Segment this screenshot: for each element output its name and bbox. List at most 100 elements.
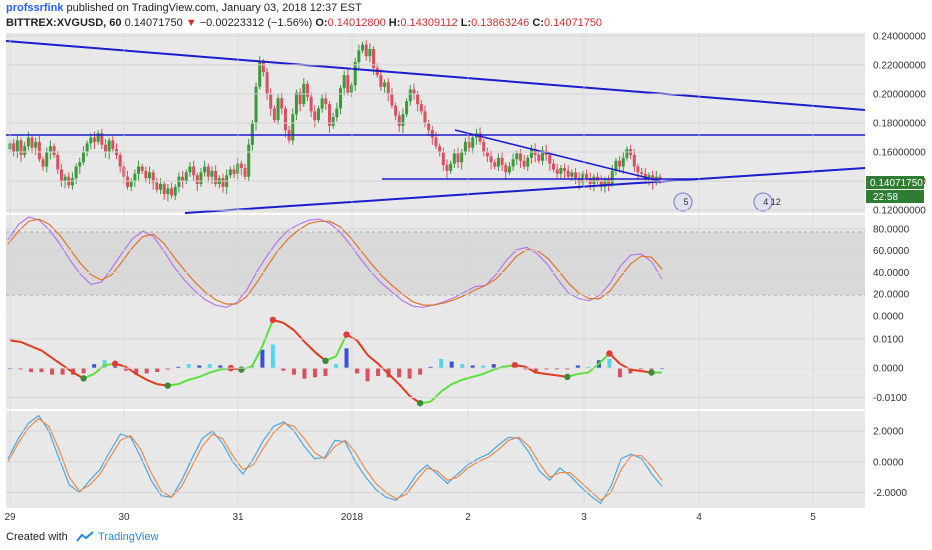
oscillator-line-segment [440,383,453,393]
oscillator-tick-label: 0.0000 [873,364,904,375]
event-marker-2[interactable]: 4 12 [753,192,781,212]
candle-body [23,146,27,155]
candle-body [327,104,331,126]
trendline-descending-upper [5,40,866,111]
symbol-label[interactable]: BITTREX:XVGUSD, 60 [6,17,122,29]
time-tick-label: 29 [4,512,16,523]
stochastic-panel[interactable]: 80.0000 60.0000 40.0000 20.0000 0.0000 [6,215,910,323]
candle-body [331,117,335,126]
close-label: C: [532,17,544,29]
author-link[interactable]: profssrfink [6,2,64,14]
candle-body [258,62,262,87]
oscillator-histogram-bar [544,368,549,370]
wave-axis: 2.0000 0.0000 -2.0000 [6,427,907,499]
candle-body [416,93,420,105]
oscillator-axis: 0.0100 0.0000 -0.0100 [6,334,907,404]
time-tick-label: 31 [232,512,244,523]
candle-body [298,92,302,105]
oscillator-histogram-bar [123,368,128,371]
oscillator-histogram-bar [418,368,423,375]
candle-body [357,50,361,63]
oscillator-panel[interactable]: 0.0100 0.0000 -0.0100 [6,316,907,409]
oscillator-histogram-bar [533,368,538,374]
candle-body [610,170,614,184]
candle-body [379,75,383,87]
candle-body [452,153,456,164]
candle-body [85,143,89,153]
candle-body [199,172,203,184]
candle-body [485,152,489,157]
price-panel[interactable]: 5 4 12 0.24000000 0.22000000 0.20000000 0.1… [5,31,926,217]
candle-body [203,166,207,173]
candle-body [555,169,559,174]
oscillator-line-segment [62,364,74,374]
candle-body [272,108,276,121]
candle-body [412,89,416,94]
candle-body [170,188,174,196]
candle-body [386,82,390,94]
oscillator-histogram-bar [113,366,118,369]
wave-tick-label: 2.0000 [873,427,904,438]
stochastic-d-line [7,218,663,306]
candle-body [140,166,144,171]
stochastic-tick-label: 40.0000 [873,268,910,279]
event-marker-1[interactable]: 5 [673,192,693,212]
trendline-descending-lower [454,129,661,182]
candle-body [570,172,574,177]
oscillator-trough-dot [564,373,571,381]
candle-body [107,140,111,153]
oscillator-peak-dot [269,316,277,324]
candle-body [397,115,401,126]
oscillator-histogram-bar [565,368,570,370]
oscillator-histogram-bar [197,365,202,369]
oscillator-histogram-bar [207,364,212,369]
open-value: 0.14012800 [327,17,386,29]
candle-body [438,146,442,153]
oscillator-histogram-bar [491,364,496,369]
candle-body [339,88,343,109]
oscillator-line-segment [482,368,495,375]
candle-body [511,159,515,167]
oscillator-histogram-bar [29,368,34,373]
stochastic-tick-label: 0.0000 [873,312,904,323]
candle-body [463,141,467,153]
oscillator-line-segment [9,339,21,343]
candle-body [250,123,254,145]
oscillator-histogram-bar [449,361,454,369]
oscillator-histogram-bar [355,368,360,374]
oscillator-histogram-bar [155,368,160,373]
oscillator-line-segment [546,372,557,377]
oscillator-line-segment [451,378,463,386]
oscillator-histogram-bar [344,348,349,369]
oscillator-line-segment [188,375,200,381]
candle-body [195,175,199,184]
candle-body [640,172,644,174]
candle-body [48,146,52,153]
candle-body [456,153,460,163]
candle-body [574,172,578,179]
tradingview-brand-link[interactable]: TradingView [98,531,159,543]
candle-body [177,176,181,187]
price-tick-label: 0.22000000 [873,60,926,71]
candle-body [423,111,427,123]
candle-body [45,152,49,167]
candle-body [563,168,567,171]
candle-body [137,166,141,174]
wave-panel[interactable]: 2.0000 0.0000 -2.0000 [6,411,907,508]
time-tick-label: 2 [465,512,471,523]
candle-body [26,137,30,147]
candle-body [599,181,603,187]
ohlc-line: BITTREX:XVGUSD, 60 0.14071750 ▼ −0.00223… [6,17,602,29]
candle-body [559,168,563,174]
oscillator-line-segment [177,378,190,386]
oscillator-histogram-bar [365,368,370,382]
candle-body [621,157,625,167]
time-tick-label: 2018 [341,512,364,523]
candle-body [243,168,247,177]
footer: Created with TradingView [0,528,932,550]
wave-panel-bg [6,411,865,508]
candle-body [184,172,188,182]
candle-body [78,162,82,167]
trendlines [5,40,866,214]
candle-body [449,163,453,171]
